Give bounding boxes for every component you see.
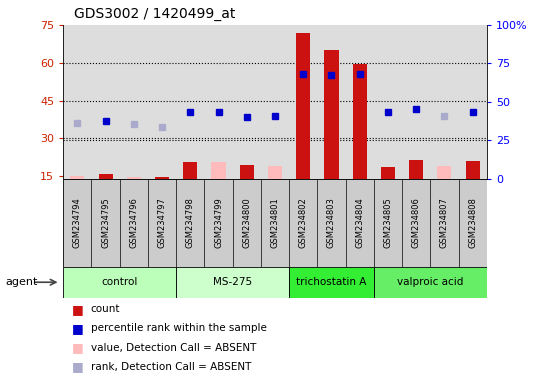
Bar <box>324 50 339 179</box>
Text: GSM234806: GSM234806 <box>411 197 421 248</box>
Text: percentile rank within the sample: percentile rank within the sample <box>91 323 267 333</box>
Text: value, Detection Call = ABSENT: value, Detection Call = ABSENT <box>91 343 256 353</box>
Text: count: count <box>91 304 120 314</box>
Bar <box>240 165 254 179</box>
Bar <box>212 162 225 179</box>
Text: ■: ■ <box>72 303 83 316</box>
Text: GSM234797: GSM234797 <box>157 197 167 248</box>
Bar <box>289 267 374 298</box>
Text: GDS3002 / 1420499_at: GDS3002 / 1420499_at <box>74 7 235 21</box>
Text: GSM234802: GSM234802 <box>299 197 308 248</box>
Text: GSM234795: GSM234795 <box>101 197 110 248</box>
Bar <box>98 174 113 179</box>
Text: GSM234799: GSM234799 <box>214 197 223 248</box>
Bar <box>381 167 395 179</box>
Text: GSM234796: GSM234796 <box>129 197 139 248</box>
Text: control: control <box>102 277 138 287</box>
Text: rank, Detection Call = ABSENT: rank, Detection Call = ABSENT <box>91 362 251 372</box>
Text: MS-275: MS-275 <box>213 277 252 287</box>
Bar <box>437 166 452 179</box>
Bar <box>155 177 169 179</box>
Text: valproic acid: valproic acid <box>397 277 464 287</box>
Text: GSM234808: GSM234808 <box>468 197 477 248</box>
Text: ■: ■ <box>72 360 83 373</box>
Bar <box>63 267 176 298</box>
Text: GSM234801: GSM234801 <box>271 197 279 248</box>
Text: ■: ■ <box>72 322 83 335</box>
Bar <box>374 267 487 298</box>
Bar <box>70 175 85 179</box>
Text: GSM234805: GSM234805 <box>383 197 393 248</box>
Bar <box>268 166 282 179</box>
Bar <box>465 161 480 179</box>
Bar <box>126 177 141 179</box>
Text: ■: ■ <box>72 341 83 354</box>
Bar <box>353 64 367 179</box>
Text: GSM234804: GSM234804 <box>355 197 364 248</box>
Bar <box>176 267 289 298</box>
Text: GSM234807: GSM234807 <box>440 197 449 248</box>
Text: trichostatin A: trichostatin A <box>296 277 367 287</box>
Bar <box>409 160 424 179</box>
Text: agent: agent <box>6 277 38 287</box>
Text: GSM234798: GSM234798 <box>186 197 195 248</box>
Bar <box>183 162 197 179</box>
Text: GSM234800: GSM234800 <box>242 197 251 248</box>
Text: GSM234803: GSM234803 <box>327 197 336 248</box>
Text: GSM234794: GSM234794 <box>73 197 82 248</box>
Bar <box>296 33 310 179</box>
